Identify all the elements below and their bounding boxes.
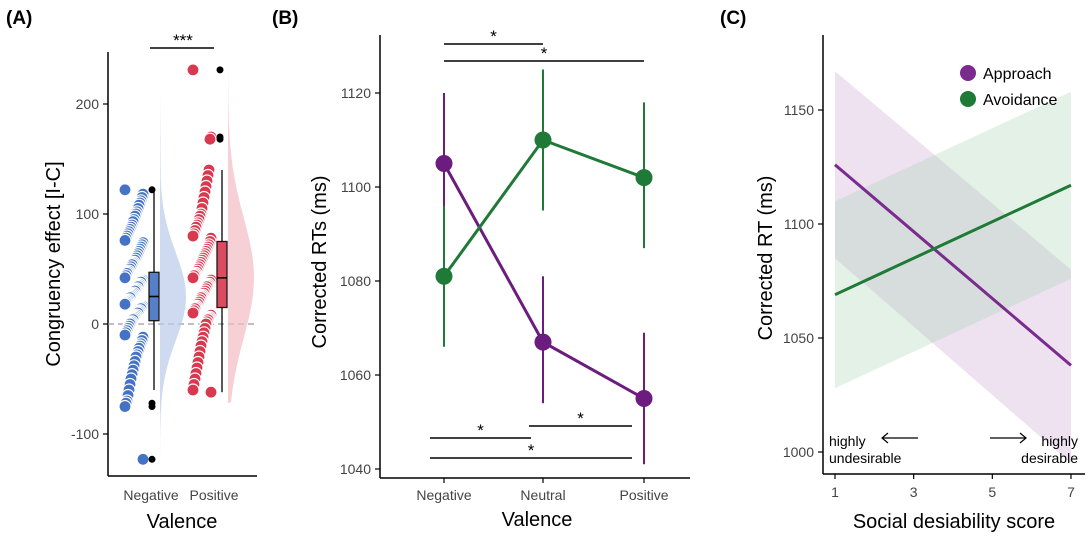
data-point-negative [136, 452, 150, 466]
panel-b-x-title: Valence [502, 509, 573, 531]
panel-b: (B) 1040 1060 1080 1100 1120 Negative Neutral… [272, 8, 690, 531]
outlier-point [148, 186, 156, 194]
arrow-left-icon [881, 432, 889, 444]
panel-c: (C) 1000 1050 1100 1150 1 3 5 7 Social desiabi… [720, 8, 1085, 533]
violin-negative [160, 90, 186, 471]
panel-a-y-ticks: -100 0 100 200 [71, 96, 108, 442]
outlier-point [216, 135, 224, 143]
x-tick-label: Negative [416, 487, 471, 503]
data-point-positive [203, 132, 217, 146]
x-tick-label: 3 [910, 484, 918, 500]
y-tick-label: 1050 [783, 330, 814, 346]
panel-c-x-ticks: 1 3 5 7 [831, 474, 1075, 500]
panel-b-y-ticks: 1040 1060 1080 1100 1120 [340, 85, 380, 477]
box-positive [216, 240, 228, 309]
data-point-negative [118, 233, 132, 247]
panel-c-y-ticks: 1000 1050 1100 1150 [783, 102, 823, 460]
panel-c-y-title: Corrected RT (ms) [755, 176, 777, 341]
x-tick-label: 7 [1067, 484, 1075, 500]
panel-a-points [118, 63, 218, 466]
data-point-positive [204, 385, 218, 399]
series-point-approach [435, 155, 453, 172]
y-tick-label: 1100 [341, 179, 371, 195]
annotation-right-line1: highly [1041, 433, 1078, 449]
sig-label-top: * [490, 27, 497, 46]
ci-band-approach [835, 71, 1071, 464]
panel-c-annotation-left: highly undesirable [829, 432, 918, 466]
y-tick-label: 1100 [784, 216, 814, 232]
panel-a-x-tick-positive: Positive [189, 487, 238, 503]
y-tick-label: 1080 [340, 273, 371, 289]
panel-c-legend: Approach Avoidance [960, 65, 1058, 109]
outlier-point [216, 66, 224, 74]
annotation-right-line2: desirable [1021, 450, 1078, 466]
data-point-negative [118, 183, 132, 197]
annotation-left-line1: highly [829, 433, 866, 449]
legend-approach-swatch [960, 65, 976, 81]
sig-label-top: * [541, 44, 548, 63]
annotation-left-line2: undesirable [829, 450, 902, 466]
panel-a: (A) -100 0 100 200 Negative Positive Valenc… [6, 8, 257, 533]
series-point-approach [635, 390, 653, 407]
data-point-negative [118, 297, 132, 311]
legend-avoidance-label: Avoidance [983, 92, 1058, 109]
panel-b-y-title: Corrected RTs (ms) [309, 176, 331, 349]
legend-avoidance-swatch [960, 91, 976, 107]
y-tick-label: 1040 [340, 461, 371, 477]
panel-c-ci-bands [835, 71, 1071, 464]
y-tick-label: 200 [76, 96, 100, 112]
panel-b-letter: (B) [272, 8, 298, 29]
x-tick-label: Positive [619, 487, 668, 503]
data-point-positive [186, 63, 200, 77]
data-point-negative [118, 271, 132, 285]
panel-a-letter: (A) [6, 8, 32, 29]
regression-line-avoidance [834, 183, 1072, 297]
y-tick-label: -100 [71, 426, 99, 442]
panel-a-violins [160, 58, 254, 471]
panel-b-significance: * * * * * [430, 27, 644, 460]
y-tick-label: 100 [76, 206, 100, 222]
series-point-avoidance [435, 267, 453, 285]
panel-a-sig-label: *** [173, 31, 193, 50]
outlier-point [148, 403, 156, 410]
sig-label-bottom: * [577, 409, 584, 428]
violin-positive [228, 58, 254, 404]
y-tick-label: 1120 [341, 85, 371, 101]
data-point-negative [118, 399, 132, 414]
data-point-positive [186, 229, 200, 243]
panel-c-regression-lines [834, 163, 1072, 367]
data-point-positive [186, 306, 200, 320]
sig-label-bottom: * [477, 421, 484, 440]
x-tick-label: Neutral [520, 487, 565, 503]
y-tick-label: 0 [91, 316, 99, 332]
data-point-positive [186, 383, 200, 397]
legend-approach-label: Approach [983, 66, 1052, 83]
sig-label-bottom: * [528, 441, 535, 460]
x-tick-label: 5 [988, 484, 996, 500]
panel-a-x-title: Valence [147, 511, 218, 533]
panel-c-x-title: Social desiability score [853, 511, 1055, 533]
panel-b-x-ticks: Negative Neutral Positive [416, 478, 669, 503]
series-point-avoidance [635, 169, 653, 187]
data-point-negative [118, 328, 132, 342]
y-tick-label: 1150 [784, 102, 814, 118]
data-point-positive [186, 271, 200, 285]
panel-b-series [435, 69, 653, 465]
panel-a-boxes [148, 66, 228, 463]
panel-a-y-title: Congruency effect [I-C] [43, 161, 65, 366]
regression-line-approach [834, 163, 1072, 367]
series-point-approach [534, 333, 552, 351]
x-tick-label: 1 [831, 484, 839, 500]
panel-c-annotation-right: highly desirable [990, 432, 1078, 466]
series-point-avoidance [534, 131, 552, 149]
arrow-right-icon [1019, 432, 1027, 444]
panel-c-letter: (C) [720, 8, 746, 29]
y-tick-label: 1060 [340, 367, 371, 383]
panel-a-x-tick-negative: Negative [123, 487, 178, 503]
y-tick-label: 1000 [783, 444, 814, 460]
outlier-point [148, 455, 156, 463]
